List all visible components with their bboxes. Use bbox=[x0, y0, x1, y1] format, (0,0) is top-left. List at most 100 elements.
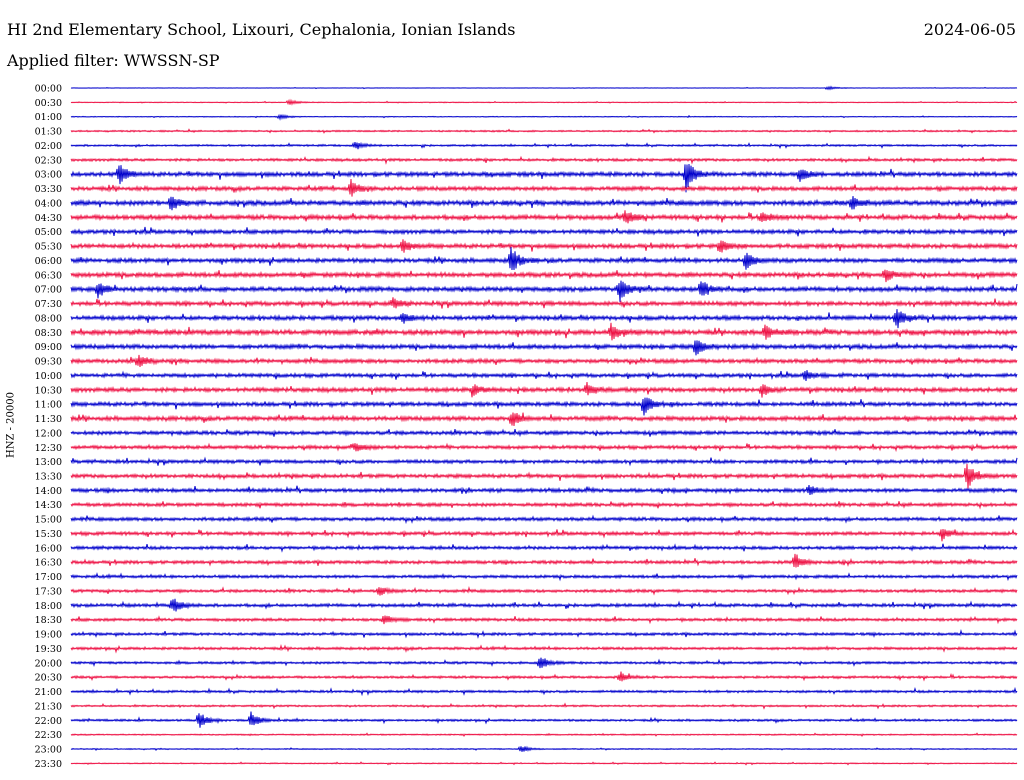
seismic-trace bbox=[70, 500, 1018, 510]
seismic-trace bbox=[70, 629, 1018, 639]
seismic-trace bbox=[70, 269, 1018, 283]
time-tick-label: 12:00 bbox=[35, 428, 62, 439]
seismic-trace bbox=[70, 528, 1018, 542]
seismic-trace bbox=[70, 85, 1018, 91]
seismic-trace bbox=[70, 397, 1018, 416]
time-tick-label: 22:00 bbox=[35, 716, 62, 727]
time-tick-label: 01:00 bbox=[35, 112, 62, 123]
time-tick-label: 04:30 bbox=[35, 213, 62, 224]
seismic-trace bbox=[70, 442, 1018, 453]
time-tick-label: 09:30 bbox=[35, 357, 62, 368]
time-tick-label: 18:00 bbox=[35, 601, 62, 612]
time-tick-label: 19:30 bbox=[35, 644, 62, 655]
seismic-trace bbox=[70, 210, 1018, 224]
seismic-trace bbox=[70, 340, 1018, 356]
seismic-trace bbox=[70, 615, 1018, 625]
seismic-trace bbox=[70, 164, 1018, 193]
time-tick-label: 22:30 bbox=[35, 730, 62, 741]
time-tick-label: 12:30 bbox=[35, 443, 62, 454]
time-tick-label: 20:30 bbox=[35, 673, 62, 684]
seismic-trace bbox=[70, 543, 1018, 553]
time-tick-label: 16:00 bbox=[35, 543, 62, 554]
seismic-trace bbox=[70, 485, 1018, 495]
time-tick-label: 10:00 bbox=[35, 371, 62, 382]
seismic-trace bbox=[70, 370, 1018, 382]
time-tick-label: 08:30 bbox=[35, 328, 62, 339]
time-tick-label: 01:30 bbox=[35, 127, 62, 138]
time-tick-label: 07:00 bbox=[35, 285, 62, 296]
time-tick-label: 23:00 bbox=[35, 745, 62, 756]
time-tick-label: 03:00 bbox=[35, 170, 62, 181]
station-title: HI 2nd Elementary School, Lixouri, Cepha… bbox=[7, 20, 516, 39]
seismic-trace bbox=[70, 226, 1018, 237]
seismic-trace bbox=[70, 128, 1018, 134]
time-tick-label: 05:30 bbox=[35, 242, 62, 253]
time-tick-label: 13:30 bbox=[35, 471, 62, 482]
seismic-trace bbox=[70, 113, 1018, 121]
seismic-trace bbox=[70, 98, 1018, 106]
time-tick-label: 00:30 bbox=[35, 98, 62, 109]
seismic-trace bbox=[70, 141, 1018, 150]
time-tick-label: 07:30 bbox=[35, 299, 62, 310]
seismic-trace bbox=[70, 280, 1018, 302]
filter-label: Applied filter: WWSSN-SP bbox=[7, 51, 220, 70]
seismic-trace bbox=[70, 239, 1018, 253]
seismic-trace bbox=[70, 297, 1018, 309]
seismic-trace bbox=[70, 382, 1018, 398]
seismic-trace bbox=[70, 247, 1018, 271]
seismic-trace bbox=[70, 155, 1018, 165]
seismic-trace bbox=[70, 354, 1018, 367]
time-tick-label: 14:00 bbox=[35, 486, 62, 497]
seismic-trace bbox=[70, 732, 1018, 738]
time-tick-label: 11:00 bbox=[35, 400, 62, 411]
seismic-trace bbox=[70, 196, 1018, 211]
time-tick-label: 20:00 bbox=[35, 658, 62, 669]
time-tick-label: 03:30 bbox=[35, 184, 62, 195]
time-tick-label: 18:30 bbox=[35, 615, 62, 626]
record-date: 2024-06-05 bbox=[923, 20, 1016, 39]
time-tick-label: 00:00 bbox=[35, 84, 62, 95]
seismic-trace bbox=[70, 657, 1018, 669]
seismic-trace bbox=[70, 702, 1018, 710]
time-tick-label: 21:00 bbox=[35, 687, 62, 698]
seismic-trace bbox=[70, 745, 1018, 752]
time-tick-label: 08:00 bbox=[35, 313, 62, 324]
seismic-trace bbox=[70, 412, 1018, 426]
time-tick-label: 15:00 bbox=[35, 515, 62, 526]
seismic-trace bbox=[70, 514, 1018, 525]
time-tick-label: 17:00 bbox=[35, 572, 62, 583]
time-tick-label: 13:00 bbox=[35, 457, 62, 468]
seismic-trace bbox=[70, 671, 1018, 682]
seismic-trace bbox=[70, 309, 1018, 329]
seismic-trace bbox=[70, 711, 1018, 728]
time-tick-label: 19:00 bbox=[35, 630, 62, 641]
seismic-trace bbox=[70, 553, 1018, 568]
time-tick-label: 09:00 bbox=[35, 342, 62, 353]
time-tick-label: 23:30 bbox=[35, 759, 62, 770]
time-tick-label: 06:30 bbox=[35, 270, 62, 281]
time-tick-label: 15:30 bbox=[35, 529, 62, 540]
time-tick-label: 04:00 bbox=[35, 198, 62, 209]
time-tick-label: 02:00 bbox=[35, 141, 62, 152]
seismic-trace bbox=[70, 644, 1018, 654]
seismic-trace bbox=[70, 686, 1018, 697]
time-tick-label: 16:30 bbox=[35, 558, 62, 569]
seismic-trace bbox=[70, 586, 1018, 596]
time-tick-label: 10:30 bbox=[35, 385, 62, 396]
seismic-trace bbox=[70, 463, 1018, 489]
seismic-trace bbox=[70, 598, 1018, 612]
time-tick-label: 06:00 bbox=[35, 256, 62, 267]
time-tick-label: 21:30 bbox=[35, 701, 62, 712]
time-tick-label: 05:00 bbox=[35, 227, 62, 238]
time-tick-label: 02:30 bbox=[35, 155, 62, 166]
seismic-trace bbox=[70, 761, 1018, 766]
seismic-trace bbox=[70, 572, 1018, 582]
time-tick-label: 17:30 bbox=[35, 586, 62, 597]
time-tick-label: 11:30 bbox=[35, 414, 62, 425]
seismic-trace bbox=[70, 428, 1018, 438]
seismic-trace bbox=[70, 456, 1018, 467]
seismic-trace bbox=[70, 179, 1018, 197]
seismic-trace bbox=[70, 322, 1018, 341]
time-tick-label: 14:30 bbox=[35, 500, 62, 511]
